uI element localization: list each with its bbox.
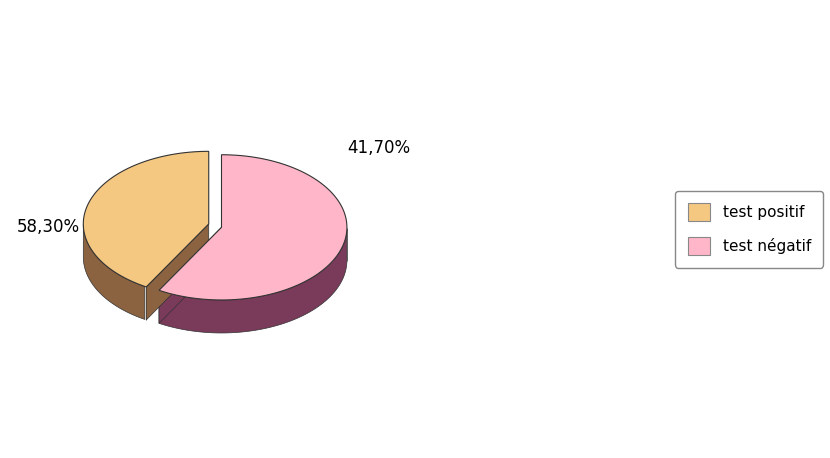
Polygon shape: [159, 155, 347, 300]
Polygon shape: [83, 151, 208, 287]
Text: 58,30%: 58,30%: [17, 218, 80, 236]
Text: 41,70%: 41,70%: [347, 139, 410, 157]
Polygon shape: [159, 227, 222, 323]
Polygon shape: [83, 224, 144, 319]
Polygon shape: [146, 224, 208, 320]
Polygon shape: [159, 229, 347, 333]
Legend: test positif, test négatif: test positif, test négatif: [676, 191, 823, 267]
